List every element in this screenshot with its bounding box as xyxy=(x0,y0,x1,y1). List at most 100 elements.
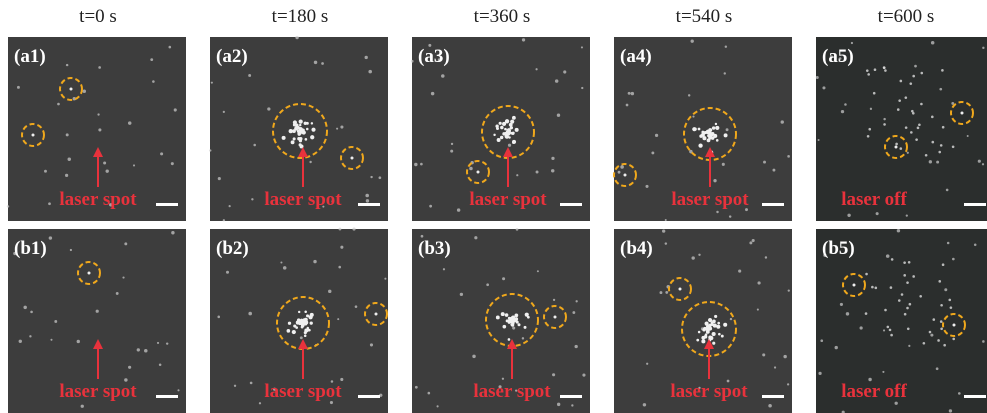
particle xyxy=(250,382,253,385)
column-header: t=540 s xyxy=(676,6,733,27)
particle xyxy=(66,133,69,136)
particle xyxy=(116,292,119,295)
particle xyxy=(414,163,417,166)
particle xyxy=(887,326,890,329)
particle xyxy=(950,306,953,309)
particle xyxy=(816,76,819,79)
particle xyxy=(96,310,99,313)
particle xyxy=(507,129,511,133)
particle xyxy=(133,164,135,166)
particle xyxy=(340,125,343,128)
particle xyxy=(899,147,902,150)
panel-label: (a2) xyxy=(216,46,248,67)
particle xyxy=(866,69,869,72)
particle xyxy=(293,324,296,327)
particle xyxy=(912,112,915,115)
particle xyxy=(618,171,621,174)
particle xyxy=(44,170,47,173)
particle xyxy=(472,355,475,358)
scale-bar xyxy=(964,395,986,398)
particle xyxy=(867,135,870,138)
particle xyxy=(293,137,296,140)
particle xyxy=(248,312,252,316)
particle xyxy=(860,326,863,329)
particle xyxy=(460,293,463,296)
particle xyxy=(709,133,712,136)
particle xyxy=(952,145,955,148)
particle xyxy=(698,331,701,334)
annotation: laser spot xyxy=(59,381,137,402)
particle xyxy=(370,343,373,346)
particle xyxy=(496,316,500,320)
annotation: laser off xyxy=(841,189,907,210)
particle xyxy=(844,103,847,106)
particle xyxy=(917,127,920,130)
particle xyxy=(581,46,583,48)
particle xyxy=(510,120,514,124)
particle xyxy=(450,150,453,153)
particle xyxy=(898,299,901,302)
particle xyxy=(48,202,51,205)
particle xyxy=(646,363,648,365)
particle xyxy=(758,281,761,284)
particle xyxy=(904,313,907,316)
particle xyxy=(518,323,521,326)
particle xyxy=(890,334,893,337)
particle xyxy=(906,281,909,284)
particle xyxy=(906,307,909,310)
particle xyxy=(576,300,578,302)
particle xyxy=(891,258,894,261)
particle xyxy=(301,324,305,328)
particle xyxy=(696,339,699,342)
particle xyxy=(702,136,706,140)
column-header: t=360 s xyxy=(474,6,531,27)
particle xyxy=(177,389,179,391)
particle xyxy=(936,367,939,370)
particle xyxy=(691,39,694,42)
particle xyxy=(763,161,766,164)
particle xyxy=(65,174,68,177)
panel-label: (a5) xyxy=(822,46,854,67)
particle xyxy=(495,125,498,128)
particle xyxy=(701,336,705,340)
particle xyxy=(500,136,503,139)
scale-bar xyxy=(560,395,582,398)
particle xyxy=(967,135,969,137)
particle xyxy=(313,260,316,263)
particle xyxy=(297,137,300,140)
particle xyxy=(884,309,887,312)
particle xyxy=(718,333,721,336)
particle xyxy=(820,339,823,342)
particle xyxy=(949,409,952,412)
particle xyxy=(441,74,445,78)
particle xyxy=(874,68,877,71)
particle xyxy=(508,144,511,147)
particle xyxy=(944,288,947,291)
particle xyxy=(223,219,225,221)
particle xyxy=(915,138,918,141)
image-panel: (a5) laser off xyxy=(816,37,987,221)
panel-label: (a3) xyxy=(418,46,450,67)
particle xyxy=(868,128,871,131)
particle xyxy=(366,199,369,202)
particle xyxy=(283,266,287,270)
particle xyxy=(502,277,505,280)
particle xyxy=(291,140,295,144)
particle xyxy=(83,90,86,93)
particle xyxy=(128,366,131,369)
particle xyxy=(299,124,301,126)
particle xyxy=(660,291,663,294)
particle xyxy=(535,68,537,70)
particle xyxy=(209,149,211,151)
particle xyxy=(895,146,898,149)
particle xyxy=(788,290,790,292)
particle xyxy=(510,132,513,135)
particle xyxy=(914,65,917,68)
annotation: laser spot xyxy=(264,189,342,210)
particle xyxy=(717,322,720,325)
particle xyxy=(328,290,331,293)
particle xyxy=(248,74,251,77)
particle xyxy=(818,139,820,141)
particle xyxy=(553,299,555,301)
particle xyxy=(551,169,554,172)
